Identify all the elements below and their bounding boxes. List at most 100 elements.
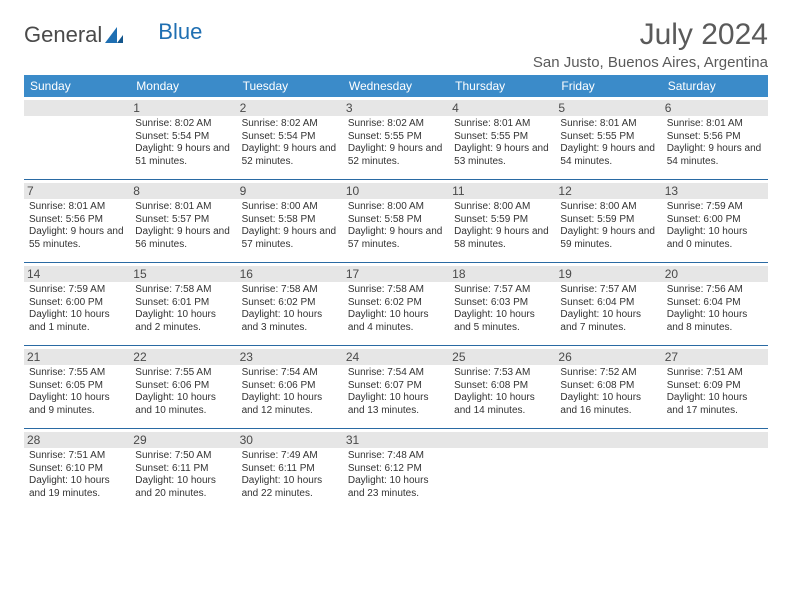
title-block: July 2024 San Justo, Buenos Aires, Argen…	[533, 18, 768, 71]
weekday-label: Sunday	[24, 75, 130, 97]
day-cell: 30 Sunrise: 7:49 AMSunset: 6:11 PMDayligh…	[237, 429, 343, 511]
day-info: Sunrise: 8:01 AMSunset: 5:56 PMDaylight:…	[29, 201, 125, 251]
day-cell: 10 Sunrise: 8:00 AMSunset: 5:58 PMDayligh…	[343, 180, 449, 262]
day-cell: 15 Sunrise: 7:58 AMSunset: 6:01 PMDayligh…	[130, 263, 236, 345]
day-cell: 19Sunrise: 7:57 AMSunset: 6:04 PMDayligh…	[555, 263, 661, 345]
day-cell: 24Sunrise: 7:54 AMSunset: 6:07 PMDayligh…	[343, 346, 449, 428]
day-cell: 26Sunrise: 7:52 AMSunset: 6:08 PMDayligh…	[555, 346, 661, 428]
day-number	[24, 100, 130, 116]
header: General Blue July 2024 San Justo, Buenos…	[24, 18, 768, 71]
day-cell: 13Sunrise: 7:59 AMSunset: 6:00 PMDayligh…	[662, 180, 768, 262]
day-number: 27	[662, 349, 768, 365]
day-number: 3	[343, 100, 449, 116]
day-number: 28	[24, 432, 130, 448]
day-info: Sunrise: 8:00 AMSunset: 5:58 PMDaylight:…	[348, 201, 444, 251]
week-row: 14 Sunrise: 7:59 AMSunset: 6:00 PMDayligh…	[24, 263, 768, 346]
day-info: Sunrise: 8:00 AMSunset: 5:59 PMDaylight:…	[560, 201, 656, 251]
day-cell: 16Sunrise: 7:58 AMSunset: 6:02 PMDayligh…	[237, 263, 343, 345]
day-cell: 23 Sunrise: 7:54 AMSunset: 6:06 PMDayligh…	[237, 346, 343, 428]
day-info: Sunrise: 7:58 AMSunset: 6:02 PMDaylight:…	[348, 284, 444, 334]
logo-text-1: General	[24, 22, 102, 48]
day-info: Sunrise: 7:54 AMSunset: 6:07 PMDaylight:…	[348, 367, 444, 417]
day-cell: 5 Sunrise: 8:01 AMSunset: 5:55 PMDaylight…	[555, 97, 661, 179]
day-cell	[662, 429, 768, 511]
day-cell: 28 Sunrise: 7:51 AMSunset: 6:10 PMDayligh…	[24, 429, 130, 511]
day-info: Sunrise: 8:02 AMSunset: 5:54 PMDaylight:…	[135, 118, 231, 168]
day-info: Sunrise: 7:55 AMSunset: 6:06 PMDaylight:…	[135, 367, 231, 417]
day-cell: 11 Sunrise: 8:00 AMSunset: 5:59 PMDayligh…	[449, 180, 555, 262]
week-row: 21Sunrise: 7:55 AMSunset: 6:05 PMDayligh…	[24, 346, 768, 429]
day-number: 30	[237, 432, 343, 448]
week-row: 7 Sunrise: 8:01 AMSunset: 5:56 PMDaylight…	[24, 180, 768, 263]
weekday-label: Friday	[555, 75, 661, 97]
day-number	[662, 432, 768, 448]
day-cell: 22 Sunrise: 7:55 AMSunset: 6:06 PMDayligh…	[130, 346, 236, 428]
day-info: Sunrise: 8:00 AMSunset: 5:59 PMDaylight:…	[454, 201, 550, 251]
day-cell	[555, 429, 661, 511]
day-info: Sunrise: 7:51 AMSunset: 6:10 PMDaylight:…	[29, 450, 125, 500]
day-cell	[24, 97, 130, 179]
day-number: 2	[237, 100, 343, 116]
day-number: 22	[130, 349, 236, 365]
week-row: 1 Sunrise: 8:02 AMSunset: 5:54 PMDaylight…	[24, 97, 768, 180]
day-number: 5	[555, 100, 661, 116]
weekday-header: SundayMondayTuesdayWednesdayThursdayFrid…	[24, 75, 768, 97]
day-info: Sunrise: 7:56 AMSunset: 6:04 PMDaylight:…	[667, 284, 763, 334]
day-number: 26	[555, 349, 661, 365]
day-info: Sunrise: 8:02 AMSunset: 5:54 PMDaylight:…	[242, 118, 338, 168]
day-number: 18	[449, 266, 555, 282]
day-cell: 9Sunrise: 8:00 AMSunset: 5:58 PMDaylight…	[237, 180, 343, 262]
day-number: 4	[449, 100, 555, 116]
day-number: 31	[343, 432, 449, 448]
location: San Justo, Buenos Aires, Argentina	[533, 54, 768, 71]
day-info: Sunrise: 7:53 AMSunset: 6:08 PMDaylight:…	[454, 367, 550, 417]
day-number: 16	[237, 266, 343, 282]
month-title: July 2024	[533, 18, 768, 52]
day-cell: 29Sunrise: 7:50 AMSunset: 6:11 PMDayligh…	[130, 429, 236, 511]
day-cell: 27 Sunrise: 7:51 AMSunset: 6:09 PMDayligh…	[662, 346, 768, 428]
day-number: 8	[130, 183, 236, 199]
day-number: 13	[662, 183, 768, 199]
day-info: Sunrise: 8:01 AMSunset: 5:56 PMDaylight:…	[667, 118, 763, 168]
weekday-label: Saturday	[662, 75, 768, 97]
day-cell: 18Sunrise: 7:57 AMSunset: 6:03 PMDayligh…	[449, 263, 555, 345]
day-number: 6	[662, 100, 768, 116]
day-number: 7	[24, 183, 130, 199]
day-cell: 20 Sunrise: 7:56 AMSunset: 6:04 PMDayligh…	[662, 263, 768, 345]
day-cell: 6 Sunrise: 8:01 AMSunset: 5:56 PMDaylight…	[662, 97, 768, 179]
day-cell: 7 Sunrise: 8:01 AMSunset: 5:56 PMDaylight…	[24, 180, 130, 262]
day-info: Sunrise: 7:58 AMSunset: 6:01 PMDaylight:…	[135, 284, 231, 334]
day-info: Sunrise: 8:02 AMSunset: 5:55 PMDaylight:…	[348, 118, 444, 168]
day-cell: 1 Sunrise: 8:02 AMSunset: 5:54 PMDaylight…	[130, 97, 236, 179]
day-number: 29	[130, 432, 236, 448]
day-info: Sunrise: 7:59 AMSunset: 6:00 PMDaylight:…	[29, 284, 125, 334]
logo-sail-icon	[104, 26, 124, 44]
day-number: 15	[130, 266, 236, 282]
day-number: 23	[237, 349, 343, 365]
day-info: Sunrise: 8:01 AMSunset: 5:55 PMDaylight:…	[560, 118, 656, 168]
day-info: Sunrise: 8:00 AMSunset: 5:58 PMDaylight:…	[242, 201, 338, 251]
day-cell: 17 Sunrise: 7:58 AMSunset: 6:02 PMDayligh…	[343, 263, 449, 345]
day-cell: 25 Sunrise: 7:53 AMSunset: 6:08 PMDayligh…	[449, 346, 555, 428]
day-cell: 8 Sunrise: 8:01 AMSunset: 5:57 PMDaylight…	[130, 180, 236, 262]
weekday-label: Thursday	[449, 75, 555, 97]
day-number: 14	[24, 266, 130, 282]
day-number: 1	[130, 100, 236, 116]
day-number: 19	[555, 266, 661, 282]
day-info: Sunrise: 8:01 AMSunset: 5:57 PMDaylight:…	[135, 201, 231, 251]
day-info: Sunrise: 7:49 AMSunset: 6:11 PMDaylight:…	[242, 450, 338, 500]
day-number: 11	[449, 183, 555, 199]
day-number: 20	[662, 266, 768, 282]
day-info: Sunrise: 7:51 AMSunset: 6:09 PMDaylight:…	[667, 367, 763, 417]
day-cell: 21Sunrise: 7:55 AMSunset: 6:05 PMDayligh…	[24, 346, 130, 428]
day-number: 25	[449, 349, 555, 365]
day-number: 17	[343, 266, 449, 282]
day-cell: 2 Sunrise: 8:02 AMSunset: 5:54 PMDaylight…	[237, 97, 343, 179]
day-number: 10	[343, 183, 449, 199]
week-row: 28 Sunrise: 7:51 AMSunset: 6:10 PMDayligh…	[24, 429, 768, 511]
day-cell: 4 Sunrise: 8:01 AMSunset: 5:55 PMDaylight…	[449, 97, 555, 179]
day-cell: 12Sunrise: 8:00 AMSunset: 5:59 PMDayligh…	[555, 180, 661, 262]
day-info: Sunrise: 8:01 AMSunset: 5:55 PMDaylight:…	[454, 118, 550, 168]
day-info: Sunrise: 7:54 AMSunset: 6:06 PMDaylight:…	[242, 367, 338, 417]
calendar: SundayMondayTuesdayWednesdayThursdayFrid…	[24, 75, 768, 511]
